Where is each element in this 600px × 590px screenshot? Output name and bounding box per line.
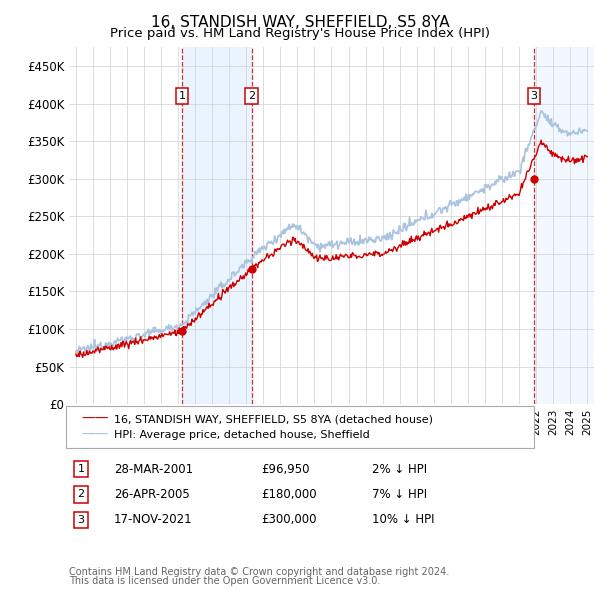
- Text: 3: 3: [77, 515, 85, 525]
- Text: 16, STANDISH WAY, SHEFFIELD, S5 8YA: 16, STANDISH WAY, SHEFFIELD, S5 8YA: [151, 15, 449, 30]
- Text: 28-MAR-2001: 28-MAR-2001: [114, 463, 193, 476]
- Text: 2: 2: [248, 91, 255, 101]
- Text: This data is licensed under the Open Government Licence v3.0.: This data is licensed under the Open Gov…: [69, 576, 380, 586]
- Text: £96,950: £96,950: [261, 463, 310, 476]
- Text: 26-APR-2005: 26-APR-2005: [114, 488, 190, 501]
- Text: £300,000: £300,000: [261, 513, 317, 526]
- Text: 1: 1: [77, 464, 85, 474]
- Bar: [182, 47, 252, 404]
- Text: ——: ——: [81, 412, 109, 426]
- Text: 2% ↓ HPI: 2% ↓ HPI: [372, 463, 427, 476]
- Text: 3: 3: [530, 91, 538, 101]
- Text: 7% ↓ HPI: 7% ↓ HPI: [372, 488, 427, 501]
- Text: 10% ↓ HPI: 10% ↓ HPI: [372, 513, 434, 526]
- Text: HPI: Average price, detached house, Sheffield: HPI: Average price, detached house, Shef…: [114, 430, 370, 440]
- Text: £180,000: £180,000: [261, 488, 317, 501]
- Text: 17-NOV-2021: 17-NOV-2021: [114, 513, 193, 526]
- Text: Contains HM Land Registry data © Crown copyright and database right 2024.: Contains HM Land Registry data © Crown c…: [69, 567, 449, 577]
- Text: 1: 1: [179, 91, 185, 101]
- Text: 2: 2: [77, 490, 85, 499]
- Text: ——: ——: [81, 428, 109, 442]
- Text: 16, STANDISH WAY, SHEFFIELD, S5 8YA (detached house): 16, STANDISH WAY, SHEFFIELD, S5 8YA (det…: [114, 414, 433, 424]
- Bar: [534, 47, 596, 404]
- Text: Price paid vs. HM Land Registry's House Price Index (HPI): Price paid vs. HM Land Registry's House …: [110, 27, 490, 40]
